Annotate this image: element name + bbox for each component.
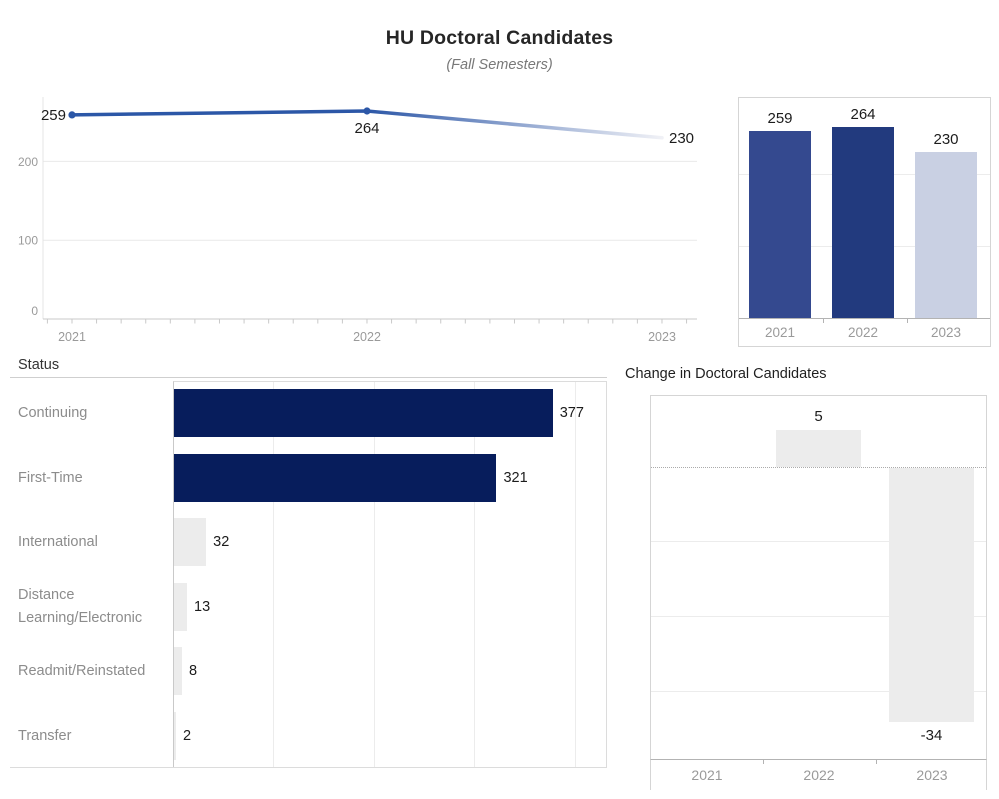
x-tick-label: 2022 [803, 767, 835, 783]
bar-value-label: 230 [933, 131, 959, 148]
point-value-label: 230 [669, 130, 694, 147]
status-chart-title: Status [18, 357, 60, 373]
yearly-bar-chart-panel: 259 2021 264 2022 230 2023 [738, 97, 991, 347]
x-tick-label: 2021 [764, 325, 796, 340]
bar-value-label: 259 [767, 110, 793, 127]
zero-line [651, 467, 986, 468]
change-bar[interactable] [776, 429, 861, 467]
axis-tick [763, 760, 764, 764]
year-bar[interactable] [915, 152, 977, 318]
grid-line [374, 382, 375, 767]
x-tick-label: 2021 [58, 330, 86, 344]
bar-value-label: 377 [559, 405, 584, 422]
x-axis-line [739, 318, 990, 319]
bar-value-label: 8 [189, 663, 198, 680]
change-plot-area: 5 -34 [650, 395, 987, 760]
x-tick-label: 2022 [847, 325, 879, 340]
grid-line [651, 541, 986, 542]
category-label: Transfer [18, 727, 72, 744]
y-tick-label: 0 [31, 304, 38, 318]
dashboard-title: HU Doctoral Candidates [385, 27, 614, 49]
x-tick-label: 2023 [916, 767, 948, 783]
change-chart-section: Change in Doctoral Candidates 5 -34 2021 2… [620, 360, 999, 799]
point-value-label: 259 [41, 107, 66, 124]
bar-value-label: 321 [503, 469, 528, 486]
change-chart-title: Change in Doctoral Candidates [625, 366, 827, 382]
x-tick-label: 2023 [648, 330, 676, 344]
axis-tick [823, 319, 824, 323]
trend-line-chart: 0 100 200 2021 2022 2023 259 264 230 [18, 97, 697, 344]
status-header-divider [10, 377, 607, 378]
year-bar[interactable] [832, 127, 894, 318]
x-tick-label: 2022 [353, 330, 381, 344]
panel-bottom-border [10, 767, 174, 768]
bar-value-label: 5 [814, 407, 823, 425]
status-chart-section: Status Continuing 377 First-Time 321 Interna… [0, 355, 620, 799]
bar-value-label: 13 [194, 598, 211, 615]
grid-line [273, 382, 274, 767]
change-x-axis: 2021 2022 2023 [650, 760, 987, 790]
bar-value-label: 2 [183, 727, 192, 744]
bar-value-label: 32 [213, 534, 230, 551]
category-label: First-Time [18, 469, 83, 486]
y-tick-label: 100 [18, 234, 38, 248]
change-bar[interactable] [889, 467, 974, 722]
status-bar[interactable] [174, 389, 553, 437]
status-bar[interactable] [174, 647, 183, 695]
status-bar[interactable] [174, 453, 497, 502]
category-label: International [18, 534, 98, 551]
dashboard-subtitle: (Fall Semesters) [446, 57, 553, 73]
bar-value-label: -34 [920, 726, 943, 744]
status-bar[interactable] [174, 582, 188, 631]
grid-line [474, 382, 475, 767]
category-label: Continuing [18, 405, 88, 422]
axis-tick [907, 319, 908, 323]
axis-tick [876, 760, 877, 764]
x-tick-label: 2021 [691, 767, 723, 783]
status-bar[interactable] [174, 518, 207, 566]
bar-value-label: 264 [850, 106, 876, 123]
y-tick-label: 200 [18, 155, 38, 169]
grid-line [575, 382, 576, 767]
category-label: Readmit/Reinstated [18, 663, 146, 680]
grid-line [651, 616, 986, 617]
data-point-dot[interactable] [68, 111, 76, 119]
status-bar[interactable] [174, 711, 176, 760]
x-tick-label: 2023 [930, 325, 962, 340]
point-value-label: 264 [354, 120, 379, 137]
year-bar[interactable] [749, 131, 811, 318]
data-point-dot[interactable] [363, 107, 371, 115]
category-label: Distance Learning/Electronic [18, 587, 143, 626]
grid-line [651, 691, 986, 692]
status-plot-area [173, 381, 607, 768]
